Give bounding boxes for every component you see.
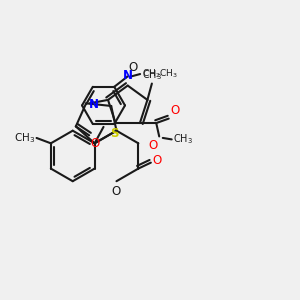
Text: N: N [88, 98, 98, 111]
Text: O: O [148, 139, 158, 152]
Text: O: O [112, 185, 121, 198]
Text: N: N [123, 69, 133, 82]
Text: CH$_2$CH$_3$: CH$_2$CH$_3$ [142, 68, 178, 80]
Text: O: O [152, 154, 162, 167]
Text: S: S [110, 127, 118, 140]
Text: O: O [128, 61, 137, 74]
Text: O: O [170, 104, 179, 117]
Text: CH$_3$: CH$_3$ [173, 133, 193, 146]
Text: CH$_3$: CH$_3$ [14, 131, 35, 145]
Text: CH$_3$: CH$_3$ [142, 68, 162, 82]
Text: O: O [91, 137, 100, 150]
